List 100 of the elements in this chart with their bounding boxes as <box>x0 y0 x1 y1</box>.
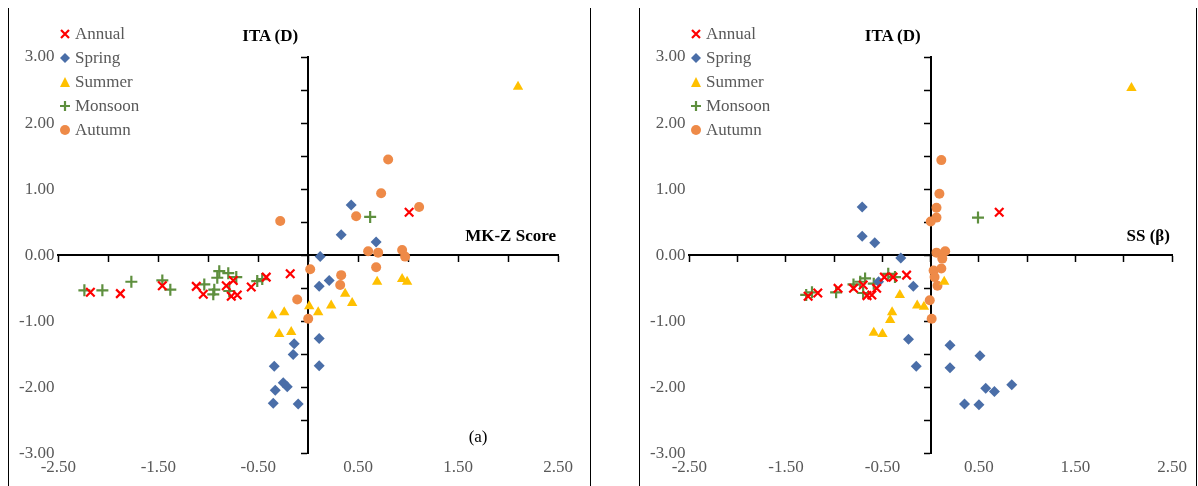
point <box>944 339 956 351</box>
x-tick-label: 1.50 <box>443 457 473 477</box>
point <box>939 275 950 285</box>
point <box>812 287 824 299</box>
point <box>1006 379 1018 391</box>
point <box>220 280 232 292</box>
point <box>292 398 304 410</box>
x-tick-label: 0.50 <box>964 457 994 477</box>
point <box>363 209 378 225</box>
y-tick-label: 3.00 <box>24 46 55 66</box>
point <box>974 350 986 362</box>
point <box>832 283 844 294</box>
point <box>335 229 347 241</box>
x-tick-label: 1.50 <box>1060 457 1091 477</box>
point <box>190 281 202 292</box>
point <box>287 348 299 360</box>
point <box>268 360 280 372</box>
point <box>269 384 281 396</box>
point <box>124 274 139 289</box>
point <box>77 283 92 298</box>
point <box>313 306 324 316</box>
y-axis-title: ITA (D) <box>242 25 299 45</box>
point <box>988 385 1000 397</box>
point <box>231 289 243 301</box>
point <box>225 290 237 302</box>
legend-label: Annual <box>706 23 757 45</box>
y-tick-label: 0.00 <box>655 244 686 264</box>
point <box>373 247 384 258</box>
point <box>925 216 936 227</box>
point <box>848 283 859 294</box>
point <box>512 80 524 90</box>
legend-label: Monsoon <box>75 95 140 117</box>
point <box>937 253 948 264</box>
point <box>284 268 296 280</box>
y-tick-label: 3.00 <box>655 46 686 66</box>
y-axis-title: ITA (D) <box>864 25 921 45</box>
point <box>210 270 225 285</box>
y-tick-label: -2.00 <box>649 376 686 396</box>
point <box>274 327 285 337</box>
y-tick-label: -1.00 <box>18 310 55 330</box>
x-tick-label: -1.50 <box>768 457 804 477</box>
annotation: (a) <box>468 426 488 446</box>
point <box>227 275 239 286</box>
point <box>267 397 279 409</box>
point <box>901 269 912 281</box>
x-tick-label: -2.50 <box>671 457 708 477</box>
point <box>346 296 358 306</box>
point <box>363 246 374 257</box>
point <box>304 300 315 310</box>
y-tick-label: 2.00 <box>24 112 55 132</box>
point <box>336 270 347 281</box>
point <box>292 294 303 305</box>
point <box>936 155 947 166</box>
x-tick-label: -2.50 <box>40 457 77 477</box>
point <box>383 154 394 165</box>
point <box>887 271 899 283</box>
point <box>856 201 868 213</box>
point <box>993 206 1005 218</box>
y-tick-label: 0.00 <box>24 244 55 264</box>
x-tick-label: 0.50 <box>343 457 374 477</box>
point <box>345 199 357 211</box>
x-axis-title: SS (β) <box>1126 226 1170 246</box>
point <box>370 236 382 248</box>
point <box>929 272 940 283</box>
point <box>313 333 325 345</box>
point <box>886 306 898 316</box>
point <box>371 275 383 285</box>
point <box>958 398 970 410</box>
point <box>305 264 316 275</box>
point <box>884 314 896 324</box>
point <box>401 275 413 285</box>
point <box>403 206 415 218</box>
point <box>895 252 907 264</box>
point <box>931 202 942 213</box>
point <box>85 286 96 298</box>
point <box>156 280 168 292</box>
point <box>980 382 992 394</box>
point <box>255 272 270 287</box>
point <box>856 230 868 242</box>
point <box>936 263 947 274</box>
point <box>212 264 227 279</box>
y-tick-label: 2.00 <box>655 112 686 132</box>
legend-label: Summer <box>706 71 764 93</box>
point <box>206 287 221 302</box>
y-tick-label: -1.00 <box>649 310 686 330</box>
point <box>861 290 873 301</box>
point <box>339 287 351 297</box>
point <box>115 288 126 299</box>
legend-label: Autumn <box>706 119 762 141</box>
legend-label: Summer <box>75 71 133 93</box>
point <box>910 360 922 372</box>
point <box>286 325 297 335</box>
legend-label: Annual <box>75 23 126 45</box>
x-axis-title: MK-Z Score <box>465 226 557 246</box>
point <box>934 188 945 199</box>
point <box>877 327 888 337</box>
point <box>970 210 986 225</box>
point <box>879 271 890 283</box>
point <box>313 360 325 372</box>
point <box>376 188 387 199</box>
